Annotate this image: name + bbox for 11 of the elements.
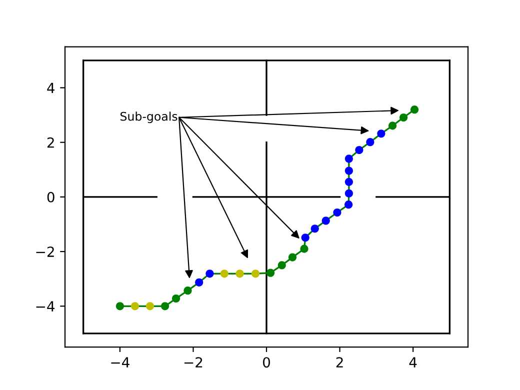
- x-tick-label: 4: [409, 357, 417, 368]
- y-tick-label: −2: [36, 246, 54, 257]
- y-tick-label: −4: [36, 301, 54, 312]
- x-tick-label: −4: [111, 357, 130, 368]
- y-tick-label: 4: [47, 82, 54, 94]
- y-tick-label: 0: [47, 192, 54, 202]
- x-tick-label: 2: [336, 357, 343, 368]
- annotation: Sub-goals: [120, 112, 178, 124]
- y-tick-label: 2: [47, 137, 54, 148]
- x-tick-label: −2: [184, 357, 202, 368]
- x-tick-label: 0: [262, 357, 270, 368]
